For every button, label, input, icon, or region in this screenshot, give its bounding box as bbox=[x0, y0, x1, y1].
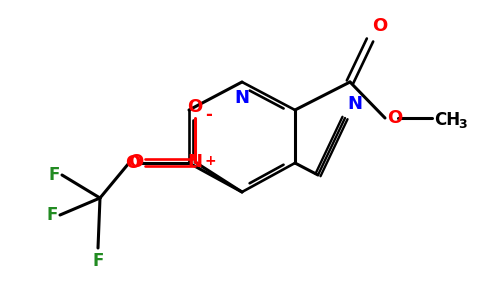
Text: N: N bbox=[187, 153, 202, 171]
Text: O: O bbox=[125, 154, 140, 172]
Text: F: F bbox=[48, 166, 60, 184]
Text: CH: CH bbox=[434, 111, 460, 129]
Text: -: - bbox=[205, 106, 212, 124]
Text: O: O bbox=[387, 109, 402, 127]
Text: +: + bbox=[204, 154, 216, 168]
Text: O: O bbox=[128, 153, 143, 171]
Text: O: O bbox=[372, 17, 387, 35]
Text: F: F bbox=[46, 206, 58, 224]
Text: N: N bbox=[347, 95, 362, 113]
Text: 3: 3 bbox=[458, 118, 467, 130]
Text: O: O bbox=[187, 98, 203, 116]
Text: N: N bbox=[235, 89, 249, 107]
Text: F: F bbox=[92, 252, 104, 270]
